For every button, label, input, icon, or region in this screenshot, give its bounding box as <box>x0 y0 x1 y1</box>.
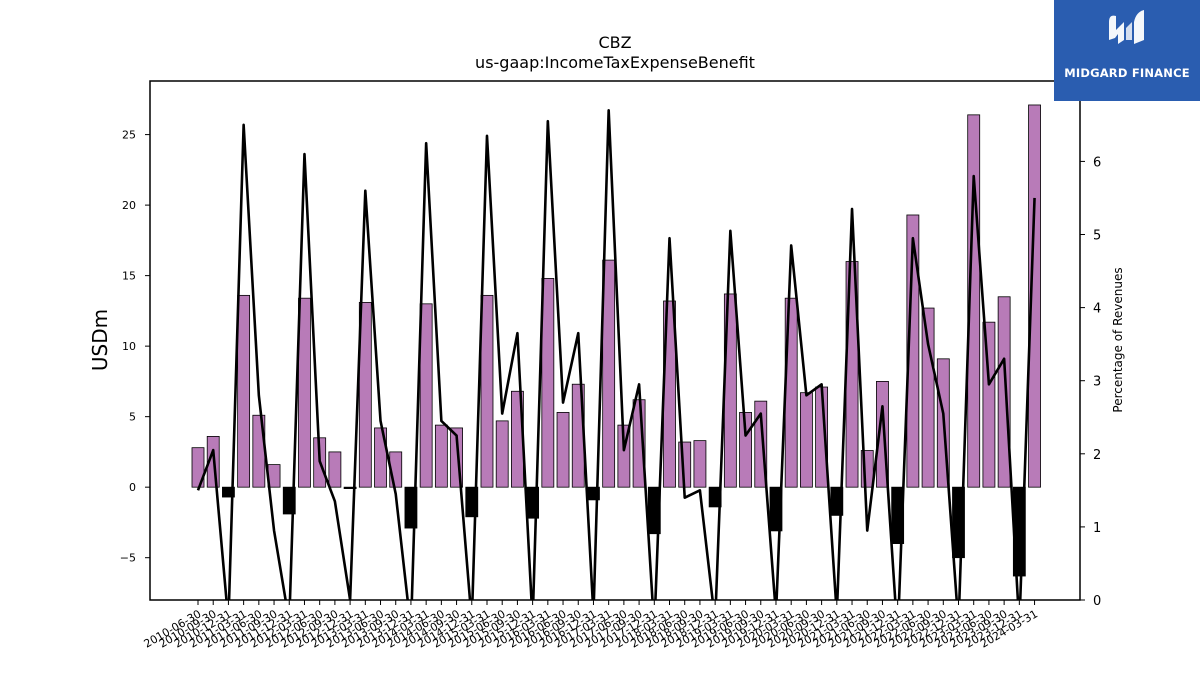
y2-tick-label: 2 <box>1093 448 1101 463</box>
y2-tick-label: 0 <box>1093 594 1101 609</box>
bar-2023-06-30 <box>982 321 996 488</box>
bar-2017-03-31 <box>602 259 616 488</box>
bar-2022-06-30 <box>921 307 935 488</box>
bar-2012-09-30 <box>328 451 342 488</box>
bar-2014-06-30 <box>434 424 448 488</box>
midgard-logo-icon <box>1109 10 1144 44</box>
y-tick-label: 20 <box>122 199 136 212</box>
y-tick-label: 25 <box>122 129 136 142</box>
bar-2018-09-30 <box>693 440 707 488</box>
bar-2012-03-31 <box>298 297 311 488</box>
bar-2013-03-31 <box>358 302 372 488</box>
y2-tick-label: 4 <box>1093 302 1101 317</box>
y2-axis-label: Percentage of Revenues <box>1111 267 1125 412</box>
bar-2014-03-31 <box>419 303 433 488</box>
percentage-line <box>196 108 1036 600</box>
bar-2015-03-31 <box>480 294 494 488</box>
y-tick-label: −5 <box>120 552 136 565</box>
x-axis-ticks: 2010-06-302010-09-302010-12-312011-03-31… <box>142 600 1040 651</box>
bar-2012-12-31 <box>343 486 357 489</box>
bar-2023-09-30 <box>997 296 1011 488</box>
brand-logo: MIDGARD FINANCE <box>1054 0 1200 101</box>
bar-2013-06-30 <box>374 427 387 488</box>
y2-tick-label: 3 <box>1093 375 1101 390</box>
bar-2015-06-30 <box>495 420 509 488</box>
y-tick-label: 10 <box>122 340 136 353</box>
y2-axis-ticks: 0 1 2 3 4 5 6 <box>1080 155 1101 609</box>
chart-subtitle: us-gaap:IncomeTaxExpenseBenefit <box>475 53 755 72</box>
y-tick-label: 5 <box>129 411 136 424</box>
bar-series <box>191 104 1041 577</box>
bar-2010-12-31 <box>222 486 235 498</box>
line-series <box>196 108 1036 600</box>
y-tick-label: 15 <box>122 270 136 283</box>
y2-tick-label: 5 <box>1093 229 1101 244</box>
y-axis-label: USDm <box>88 309 112 371</box>
y2-tick-label: 6 <box>1093 155 1101 170</box>
bar-2024-03-31 <box>1028 104 1041 488</box>
brand-name: MIDGARD FINANCE <box>1064 66 1190 80</box>
y-tick-label: 0 <box>129 481 136 494</box>
bar-2020-06-30 <box>800 392 813 488</box>
bar-2011-03-31 <box>237 294 251 488</box>
y-axis-ticks: −5 0 5 10 15 20 25 <box>120 129 150 565</box>
chart-title: CBZ <box>598 33 631 52</box>
y2-tick-label: 1 <box>1093 521 1101 536</box>
plot-frame <box>149 80 1081 601</box>
bar-2016-03-31 <box>541 278 555 488</box>
bar-2016-06-30 <box>556 412 570 488</box>
